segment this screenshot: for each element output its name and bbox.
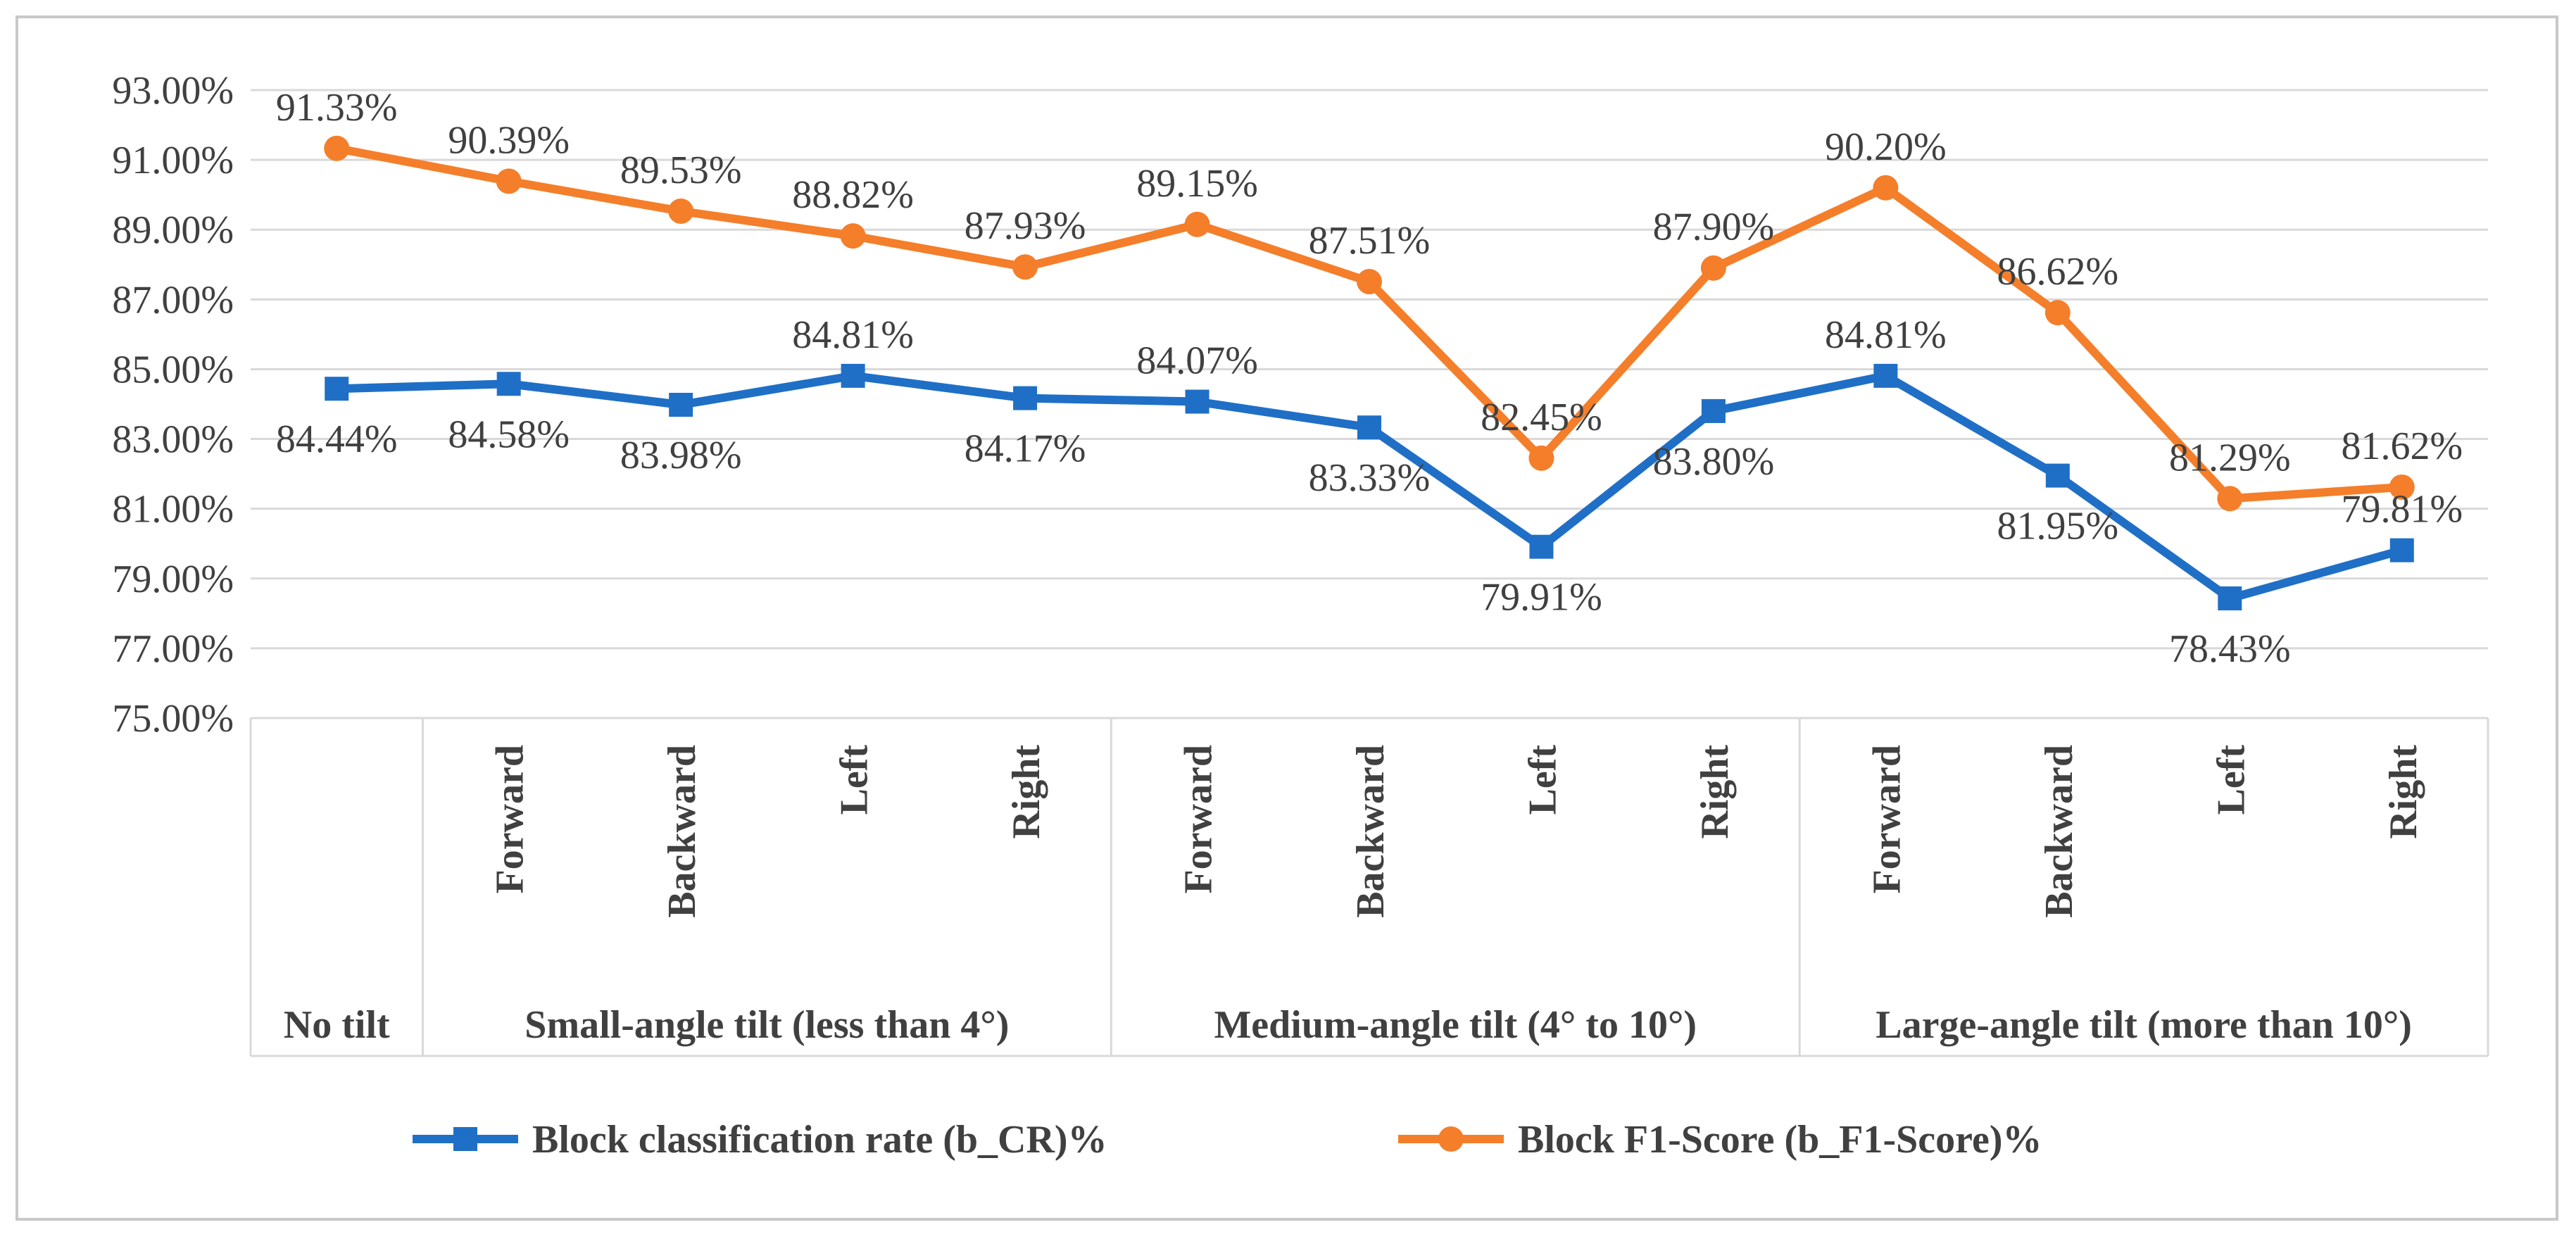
data-point: [2389, 474, 2415, 500]
data-label: 87.51%: [1309, 219, 1431, 263]
axes: 75.00% 77.00% 79.00% 81.00% 83.00% 85.00% 87.0…: [112, 69, 2489, 1057]
data-point: [2389, 538, 2414, 562]
data-label: 83.33%: [1309, 456, 1431, 500]
group-label: Large-angle tilt (more than 10°): [1876, 1003, 2412, 1047]
legend: Block classification rate (b_CR)% Block F…: [413, 1118, 2042, 1162]
data-label: 84.44%: [276, 417, 398, 461]
data-point: [840, 223, 866, 249]
data-label: 81.29%: [2169, 436, 2291, 479]
data-label: 84.17%: [965, 427, 1086, 471]
data-point: [668, 198, 694, 224]
data-label: 84.81%: [1825, 313, 1947, 357]
data-point: [1357, 269, 1382, 295]
y-tick-label: 77.00%: [112, 627, 234, 671]
x-tick-label: Right: [2382, 745, 2425, 839]
data-point: [324, 135, 350, 161]
data-label: 89.53%: [620, 149, 742, 192]
data-label: 91.33%: [276, 86, 398, 130]
data-point: [1873, 363, 1898, 388]
gridlines: [251, 89, 2488, 719]
data-label: 83.98%: [620, 434, 742, 477]
data-point: [496, 168, 522, 194]
data-label: 89.15%: [1136, 162, 1258, 206]
x-tick-label: Left: [1521, 745, 1564, 815]
legend-label: Block F1-Score (b_F1-Score)%: [1518, 1118, 2042, 1162]
data-label: 84.58%: [448, 413, 570, 456]
data-labels: 84.44% 84.58% 83.98% 84.81% 84.17% 84.07% 83.3…: [276, 86, 2463, 671]
x-tick-label: Right: [1693, 745, 1737, 839]
y-tick-label: 79.00%: [112, 558, 234, 601]
data-label: 83.80%: [1653, 440, 1775, 484]
x-tick-label: Forward: [1865, 745, 1909, 894]
data-label: 90.20%: [1825, 125, 1947, 169]
x-tick-label: Left: [2209, 745, 2253, 815]
data-label: 78.43%: [2169, 627, 2291, 671]
legend-label: Block classification rate (b_CR)%: [532, 1118, 1107, 1162]
y-tick-label: 75.00%: [112, 697, 234, 741]
x-tick-label: Right: [1005, 745, 1048, 839]
data-label: 90.39%: [448, 118, 570, 162]
data-label: 88.82%: [792, 173, 914, 217]
data-point: [1012, 254, 1038, 280]
data-point: [2217, 486, 2243, 512]
data-point: [1700, 255, 1726, 281]
data-label: 84.81%: [792, 313, 914, 357]
y-tick-label: 91.00%: [112, 139, 234, 182]
data-point: [1184, 211, 1210, 237]
y-tick-label: 85.00%: [112, 348, 234, 391]
x-tick-label: Backward: [1349, 745, 1393, 918]
data-label: 87.90%: [1653, 206, 1775, 249]
y-tick-label: 89.00%: [112, 208, 234, 252]
legend-swatch-marker: [453, 1127, 477, 1151]
x-tick-label: Left: [833, 745, 877, 815]
x-tick-label: Backward: [2037, 745, 2081, 918]
data-point: [1013, 386, 1038, 410]
x-tick-label: Forward: [1177, 745, 1221, 894]
legend-swatch-marker: [1438, 1126, 1464, 1152]
data-label: 79.81%: [2341, 488, 2463, 532]
y-tick-label: 93.00%: [112, 69, 234, 113]
data-point: [1873, 175, 1899, 201]
y-tick-label: 83.00%: [112, 418, 234, 462]
data-label: 82.45%: [1481, 396, 1602, 439]
data-label: 79.91%: [1481, 576, 1602, 620]
x-tick-label: Backward: [660, 745, 704, 918]
data-point: [1529, 534, 1554, 559]
x-tick-label: Forward: [489, 745, 532, 894]
group-label: Small-angle tilt (less than 4°): [524, 1003, 1009, 1047]
group-label: Medium-angle tilt (4° to 10°): [1214, 1003, 1697, 1047]
data-point: [325, 377, 349, 401]
data-point: [1528, 445, 1554, 471]
group-label: No tilt: [284, 1003, 390, 1047]
data-point: [669, 392, 693, 417]
data-label: 87.93%: [965, 204, 1086, 248]
data-point: [841, 363, 865, 388]
data-point: [2045, 463, 2070, 488]
line-chart: 75.00% 77.00% 79.00% 81.00% 83.00% 85.00% 87.0…: [112, 69, 2489, 1162]
data-label: 81.62%: [2341, 424, 2463, 468]
data-label: 86.62%: [1997, 250, 2119, 294]
data-point: [1357, 415, 1381, 440]
y-tick-label: 87.00%: [112, 278, 234, 322]
data-label: 84.07%: [1136, 339, 1258, 383]
data-point: [2044, 300, 2071, 326]
chart-frame: 75.00% 77.00% 79.00% 81.00% 83.00% 85.00% 87.0…: [15, 15, 2558, 1221]
y-tick-label: 81.00%: [112, 488, 234, 532]
data-point: [496, 372, 521, 396]
data-point: [1701, 398, 1726, 423]
data-label: 81.95%: [1997, 505, 2119, 548]
data-point: [2218, 586, 2242, 611]
series-layer: [324, 135, 2415, 611]
data-point: [1185, 389, 1210, 414]
